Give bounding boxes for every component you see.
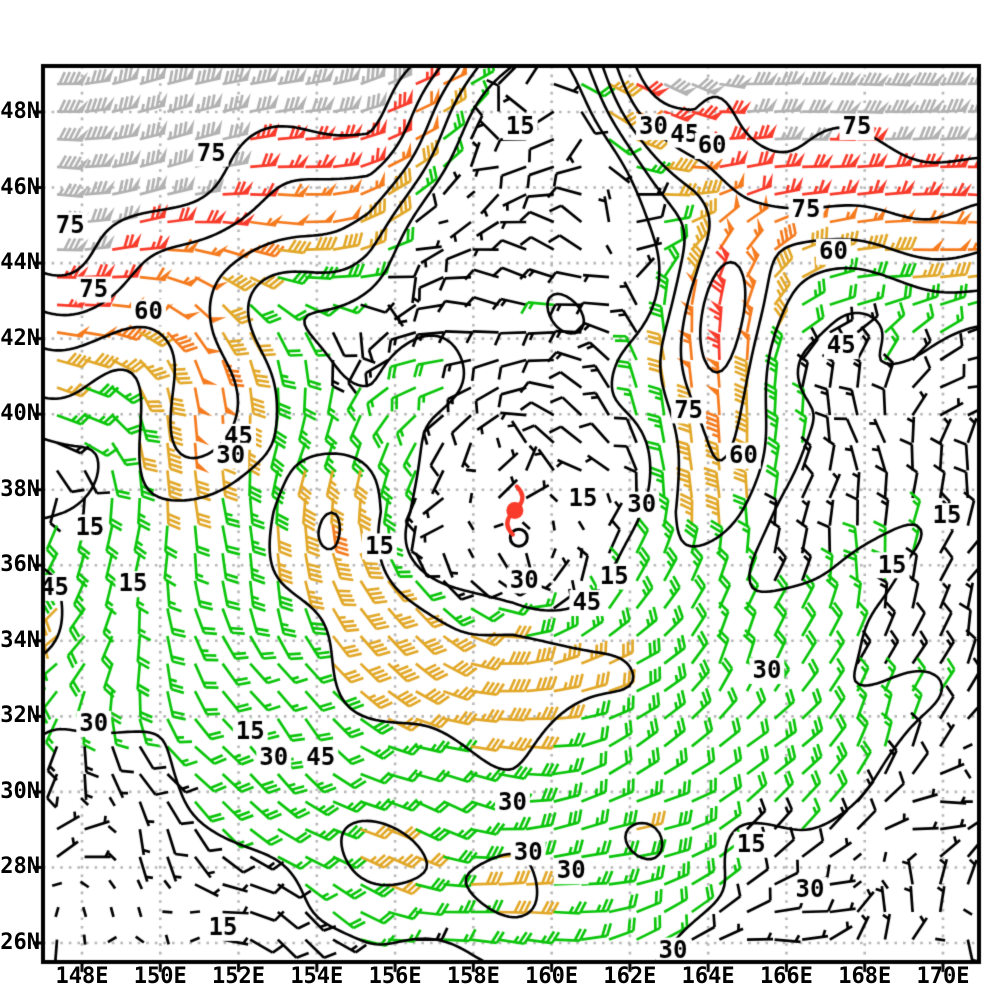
lon-tick-label: 166E [759, 964, 813, 989]
lon-tick-label: 156E [368, 964, 422, 989]
lon-tick-label: 162E [603, 964, 657, 989]
lon-tick-label: 154E [290, 964, 344, 989]
lat-tick-label: 40N [0, 401, 40, 427]
lat-tick-label: 42N [0, 325, 40, 351]
lat-tick-label: 32N [0, 703, 40, 729]
lon-tick-label: 160E [525, 964, 579, 989]
lat-tick-label: 26N [0, 930, 40, 955]
lat-tick-label: 48N [0, 98, 40, 124]
lon-tick-label: 170E [916, 964, 970, 989]
lat-tick-label: 28N [0, 854, 40, 880]
lat-tick-label: 38N [0, 476, 40, 502]
lat-tick-label: 46N [0, 174, 40, 200]
lon-tick-label: 152E [212, 964, 266, 989]
lat-tick-label: 44N [0, 250, 40, 276]
lon-tick-label: 148E [55, 964, 109, 989]
lat-tick-label: 34N [0, 627, 40, 653]
lon-tick-label: 164E [681, 964, 735, 989]
lon-tick-label: 158E [446, 964, 500, 989]
lat-tick-label: 36N [0, 552, 40, 578]
lat-tick-label: 30N [0, 778, 40, 804]
lon-tick-label: 168E [838, 964, 892, 989]
lon-tick-label: 150E [133, 964, 187, 989]
